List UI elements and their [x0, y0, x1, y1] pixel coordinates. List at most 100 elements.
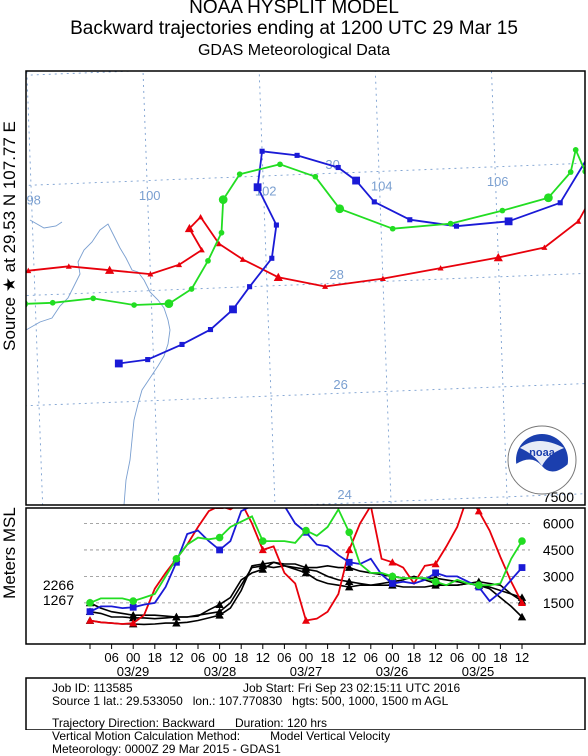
blue-height-point	[129, 603, 137, 611]
longitude-label: 106	[487, 174, 509, 189]
longitude-gridline	[142, 71, 160, 505]
red-trajectory-point	[216, 240, 222, 247]
green-trajectory-point	[389, 225, 396, 232]
red-height-profile	[86, 508, 526, 627]
blue-trajectory-point	[179, 341, 185, 347]
red-trajectory-point	[26, 267, 32, 274]
height-tick-label: 1500	[543, 595, 574, 611]
green-trajectory-point	[447, 220, 454, 227]
red-height-point	[86, 616, 94, 624]
terrain-profile-point	[301, 568, 311, 577]
red-height-point	[518, 598, 526, 607]
green-trajectory-point	[26, 300, 29, 308]
green-height-point	[172, 554, 181, 563]
green-trajectory-point	[335, 204, 345, 214]
blue-height-point	[518, 564, 526, 571]
blue-trajectory-point	[504, 217, 513, 226]
time-tick-label: 00	[126, 650, 140, 665]
green-height-point	[475, 581, 483, 590]
height-tick-label: 3000	[543, 568, 574, 584]
green-trajectory-point	[218, 229, 225, 236]
blue-trajectory-point	[453, 223, 460, 229]
green-trajectory-point	[90, 295, 97, 302]
time-tick-label: 18	[493, 650, 507, 665]
green-height-point	[259, 537, 267, 545]
green-trajectory-point	[164, 299, 174, 309]
blue-trajectory-point	[259, 148, 265, 154]
blue-trajectory-point	[294, 152, 300, 158]
terrain-profile-point	[345, 577, 354, 586]
latitude-gridline	[26, 383, 585, 407]
green-trajectory-point	[567, 169, 574, 175]
height-profile-panel	[25, 507, 586, 645]
green-trajectory-point	[499, 207, 506, 214]
green-trajectory-point	[131, 302, 137, 308]
time-tick-label: 18	[407, 650, 421, 665]
red-trajectory	[26, 207, 585, 289]
latitude-label: 26	[333, 377, 347, 392]
time-tick-label: 12	[342, 650, 356, 665]
title-line-3: GDAS Meteorological Data	[197, 42, 391, 59]
green-height-point	[302, 526, 310, 535]
red-height-point	[474, 508, 483, 515]
terrain-profile-point	[215, 600, 224, 608]
blue-height-point	[86, 608, 94, 616]
red-trajectory-point	[105, 265, 115, 274]
blue-trajectory-point	[207, 327, 214, 333]
source-info: Source 1 lat.: 29.533050 lon.: 107.77083…	[52, 694, 449, 708]
green-trajectory-point	[205, 257, 211, 264]
start-height-label: 1267	[43, 592, 74, 608]
height-tick-label: 6000	[543, 515, 574, 531]
time-tick-label: 18	[320, 650, 334, 665]
red-trajectory-point	[379, 275, 386, 282]
time-tick-label: 18	[234, 650, 248, 665]
time-tick-label: 06	[191, 650, 205, 665]
red-trajectory-point	[65, 263, 72, 269]
red-trajectory-point	[197, 214, 204, 220]
blue-height-point	[216, 546, 223, 554]
green-trajectory	[26, 146, 585, 309]
blue-height-point	[432, 569, 439, 577]
time-tick-label: 12	[169, 650, 183, 665]
terrain-profile-point	[172, 612, 181, 621]
red-trajectory-point	[273, 272, 283, 281]
terrain-profile-point	[517, 612, 527, 621]
green-height-point	[345, 528, 354, 537]
date-label: 03/27	[290, 664, 323, 679]
red-height-point	[345, 545, 354, 554]
blue-trajectory-point	[335, 164, 341, 171]
blue-trajectory-point	[253, 183, 262, 192]
title-line-1: NOAA HYSPLIT MODEL	[189, 0, 399, 18]
blue-trajectory	[114, 148, 585, 368]
red-trajectory-point	[493, 252, 503, 262]
green-trajectory-point	[312, 173, 319, 180]
green-height-point	[86, 599, 94, 607]
country-border	[26, 223, 171, 505]
green-trajectory-point	[218, 195, 228, 204]
green-height-point	[518, 537, 526, 545]
red-trajectory-point	[176, 261, 183, 268]
map-panel	[25, 70, 586, 506]
green-trajectory-point	[572, 146, 579, 153]
longitude-gridline	[491, 71, 508, 505]
latitude-gridline	[26, 71, 145, 76]
time-tick-label: 00	[212, 650, 226, 665]
red-trajectory-point	[437, 265, 444, 271]
time-tick-label: 12	[515, 650, 529, 665]
terrain-profile-point	[345, 563, 354, 571]
blue-trajectory-point	[114, 359, 123, 368]
longitude-label: 98	[26, 192, 40, 207]
date-label: 03/28	[204, 664, 237, 679]
green-height-point	[215, 533, 224, 542]
time-tick-label: 06	[104, 650, 118, 665]
blue-height-point	[345, 558, 353, 566]
time-tick-label: 12	[428, 650, 442, 665]
job-start: Job Start: Fri Sep 23 02:15:11 UTC 2016	[243, 681, 461, 695]
red-height-point	[388, 558, 397, 566]
time-tick-label: 06	[364, 650, 378, 665]
green-height-profile	[86, 508, 526, 607]
date-label: 03/26	[376, 664, 409, 679]
latitude-label: 32	[321, 47, 335, 62]
start-height-label: 2266	[43, 577, 74, 593]
red-trajectory-point	[322, 283, 329, 289]
